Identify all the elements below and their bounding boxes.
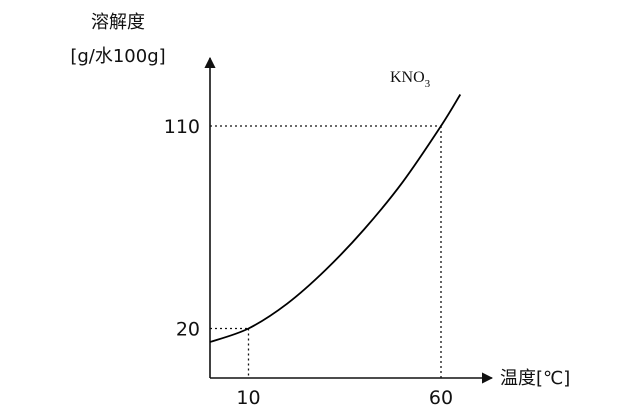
y-tick-label-0: 20 xyxy=(176,319,200,341)
series-label: KNO3 xyxy=(390,69,431,90)
x-tick-label-1: 60 xyxy=(429,387,453,409)
series-line-0 xyxy=(209,94,462,343)
y-axis-unit: [g/水100g] xyxy=(70,46,165,67)
y-tick-label-1: 110 xyxy=(164,116,200,138)
reference-lines xyxy=(210,125,442,378)
y-axis-title: 溶解度 xyxy=(91,12,145,33)
x-tick-label-0: 10 xyxy=(236,387,260,409)
tick-labels: 10 60 20 110 xyxy=(164,116,453,409)
series-layer xyxy=(209,94,462,343)
x-axis-title: 温度[℃] xyxy=(500,368,570,389)
